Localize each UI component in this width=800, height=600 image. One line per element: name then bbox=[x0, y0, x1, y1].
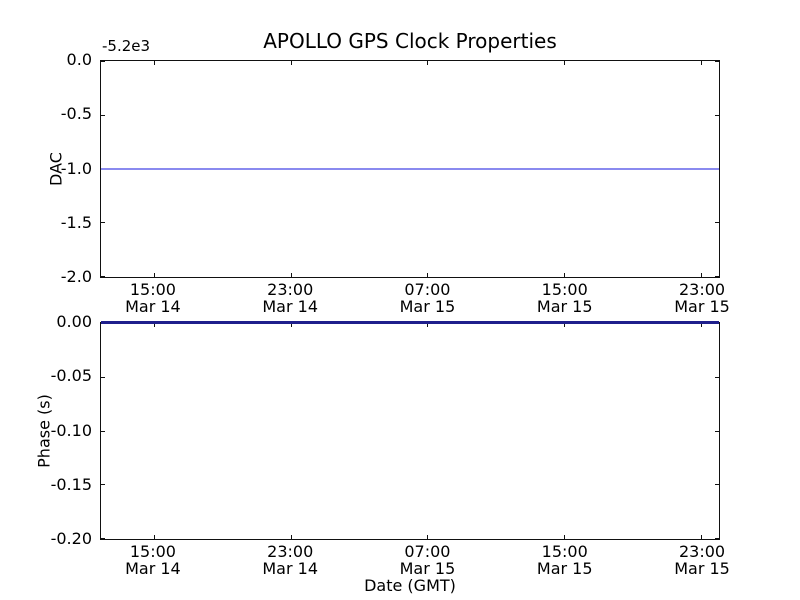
x-tick-date: Mar 15 bbox=[399, 297, 456, 316]
x-tick-time: 23:00 bbox=[267, 542, 314, 561]
y-tick-label: 0.0 bbox=[66, 50, 92, 69]
y-tick-label: -0.15 bbox=[50, 474, 92, 494]
y-tick-mark bbox=[715, 115, 719, 116]
x-tick-date: Mar 15 bbox=[674, 297, 730, 316]
y-tick-mark bbox=[101, 276, 105, 277]
x-tick-mark bbox=[427, 323, 428, 327]
x-tick-mark bbox=[564, 61, 565, 65]
y-tick-mark bbox=[101, 169, 105, 170]
x-tick-mark bbox=[154, 323, 155, 327]
x-tick-label: 23:00 Mar 15 bbox=[657, 281, 747, 315]
y-tick-mark bbox=[715, 222, 719, 223]
x-tick-mark bbox=[291, 273, 292, 277]
y-tick-mark bbox=[101, 431, 105, 432]
x-tick-mark bbox=[291, 535, 292, 539]
x-tick-time: 15:00 bbox=[129, 280, 176, 299]
x-tick-time: 15:00 bbox=[541, 542, 588, 561]
y-tick-mark bbox=[715, 169, 719, 170]
x-tick-mark bbox=[291, 61, 292, 65]
x-tick-mark bbox=[427, 273, 428, 277]
y-tick-mark bbox=[101, 222, 105, 223]
x-tick-date: Mar 15 bbox=[536, 559, 593, 578]
y-tick-mark bbox=[715, 276, 719, 277]
x-tick-label: 07:00 Mar 15 bbox=[382, 543, 472, 577]
x-tick-time: 23:00 bbox=[267, 280, 314, 299]
x-tick-time: 07:00 bbox=[404, 280, 451, 299]
x-tick-label: 23:00 Mar 14 bbox=[245, 281, 335, 315]
x-tick-date: Mar 14 bbox=[262, 559, 319, 578]
x-tick-date: Mar 14 bbox=[125, 559, 181, 578]
xlabel-date-gmt: Date (GMT) bbox=[364, 576, 456, 595]
y-axis-offset-text: -5.2e3 bbox=[102, 37, 151, 55]
x-tick-mark bbox=[701, 323, 702, 327]
x-tick-mark bbox=[564, 535, 565, 539]
y-tick-mark bbox=[101, 115, 105, 116]
y-tick-mark bbox=[101, 538, 105, 539]
x-tick-mark bbox=[701, 273, 702, 277]
dac-axes bbox=[100, 60, 720, 278]
y-tick-mark bbox=[715, 61, 719, 62]
x-tick-label: 15:00 Mar 15 bbox=[520, 281, 610, 315]
x-tick-mark bbox=[154, 535, 155, 539]
x-tick-date: Mar 15 bbox=[399, 559, 456, 578]
phase-axes bbox=[100, 321, 720, 540]
x-tick-time: 23:00 bbox=[678, 280, 726, 299]
y-tick-label: -0.10 bbox=[50, 420, 92, 440]
x-tick-mark bbox=[291, 323, 292, 327]
x-tick-label: 15:00 Mar 14 bbox=[108, 281, 198, 315]
y-tick-mark bbox=[101, 484, 105, 485]
x-tick-time: 07:00 bbox=[404, 542, 451, 561]
x-tick-mark bbox=[564, 273, 565, 277]
x-tick-time: 15:00 bbox=[541, 280, 588, 299]
x-tick-label: 15:00 Mar 14 bbox=[108, 543, 198, 577]
x-tick-label: 23:00 Mar 15 bbox=[657, 543, 747, 577]
x-tick-mark bbox=[154, 61, 155, 65]
dac-line bbox=[101, 167, 719, 170]
y-tick-label: -1.0 bbox=[60, 158, 92, 178]
x-tick-label: 23:00 Mar 14 bbox=[245, 543, 335, 577]
y-tick-label: -0.5 bbox=[60, 104, 92, 124]
x-tick-date: Mar 14 bbox=[262, 297, 319, 316]
figure-title: APOLLO GPS Clock Properties bbox=[263, 29, 557, 53]
y-tick-mark bbox=[715, 538, 719, 539]
x-tick-mark bbox=[154, 273, 155, 277]
x-tick-mark bbox=[701, 535, 702, 539]
phase-line bbox=[101, 321, 719, 324]
x-tick-mark bbox=[427, 61, 428, 65]
y-tick-label: -0.20 bbox=[50, 529, 92, 548]
x-tick-time: 15:00 bbox=[129, 542, 176, 561]
x-tick-date: Mar 14 bbox=[125, 297, 181, 316]
x-tick-mark bbox=[701, 61, 702, 65]
y-tick-label: -0.05 bbox=[50, 366, 92, 386]
x-tick-mark bbox=[564, 323, 565, 327]
y-tick-label: 0.00 bbox=[56, 312, 92, 331]
x-tick-label: 15:00 Mar 15 bbox=[520, 543, 610, 577]
y-tick-mark bbox=[101, 61, 105, 62]
y-tick-label: -1.5 bbox=[60, 212, 92, 232]
y-tick-label: -2.0 bbox=[60, 267, 92, 286]
y-tick-mark bbox=[715, 377, 719, 378]
y-tick-mark bbox=[715, 484, 719, 485]
x-tick-date: Mar 15 bbox=[536, 297, 593, 316]
x-tick-time: 23:00 bbox=[678, 542, 726, 561]
y-tick-mark bbox=[101, 377, 105, 378]
x-tick-label: 07:00 Mar 15 bbox=[382, 281, 472, 315]
x-tick-date: Mar 15 bbox=[674, 559, 730, 578]
x-tick-mark bbox=[427, 535, 428, 539]
y-tick-mark bbox=[715, 431, 719, 432]
